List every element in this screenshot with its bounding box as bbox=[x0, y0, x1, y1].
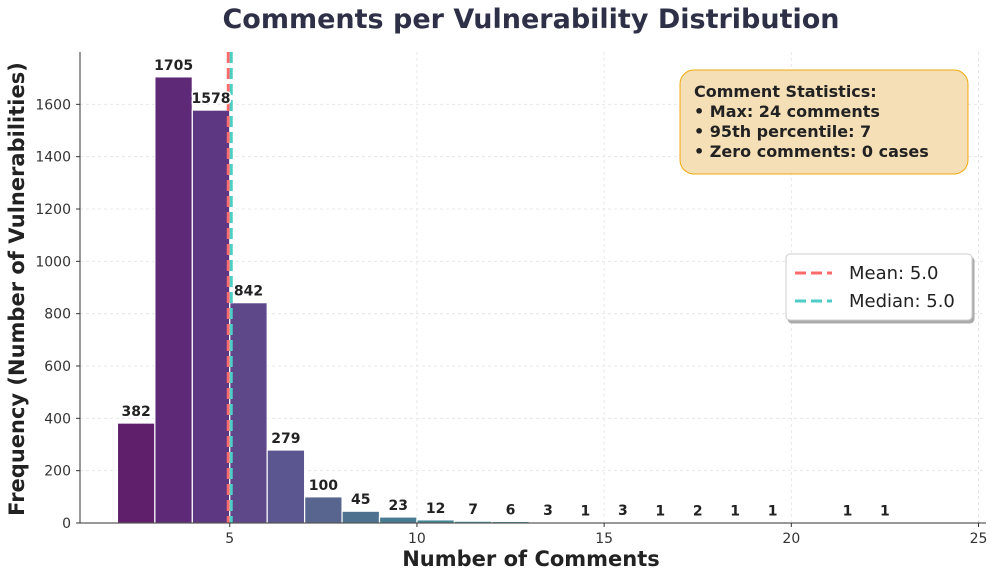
bar-value-label: 1578 bbox=[192, 91, 231, 107]
y-tick-label: 600 bbox=[44, 359, 71, 375]
bar-value-label: 3 bbox=[543, 503, 553, 519]
x-axis-label: Number of Comments bbox=[402, 547, 660, 571]
axes bbox=[79, 52, 986, 524]
histogram-bar bbox=[304, 496, 343, 524]
annotation-line: Comment Statistics: bbox=[694, 82, 877, 101]
bars bbox=[116, 76, 905, 524]
y-tick-label: 1200 bbox=[35, 202, 71, 218]
bar-value-label: 842 bbox=[234, 284, 263, 300]
annotation-line: • 95th percentile: 7 bbox=[694, 122, 871, 141]
chart-title: Comments per Vulnerability Distribution bbox=[222, 4, 839, 35]
bar-value-label: 1705 bbox=[154, 58, 193, 74]
bar-value-label: 1 bbox=[843, 504, 853, 520]
bar-value-label: 279 bbox=[271, 431, 300, 447]
y-tick-label: 200 bbox=[44, 464, 71, 480]
legend-box bbox=[785, 253, 973, 321]
y-tick-label: 1000 bbox=[35, 254, 71, 270]
histogram-bar bbox=[116, 422, 156, 524]
histogram-bar bbox=[191, 109, 231, 524]
x-tick-label: 10 bbox=[408, 531, 426, 547]
x-tick-label: 5 bbox=[225, 531, 234, 547]
y-tick-label: 0 bbox=[62, 516, 71, 532]
y-tick-label: 1600 bbox=[35, 97, 71, 113]
bar-value-label: 7 bbox=[468, 502, 478, 518]
y-tick-label: 400 bbox=[44, 411, 71, 427]
reference-lines bbox=[226, 52, 233, 523]
annotation-line: • Max: 24 comments bbox=[694, 102, 880, 121]
bar-value-label: 382 bbox=[122, 404, 151, 420]
bar-value-label: 100 bbox=[309, 478, 338, 494]
bar-value-label: 1 bbox=[581, 504, 591, 520]
bar-value-label: 1 bbox=[730, 504, 740, 520]
histogram-bar bbox=[378, 516, 418, 524]
bar-value-label: 1 bbox=[655, 504, 665, 520]
bar-value-label: 6 bbox=[506, 502, 516, 518]
x-tick-label: 15 bbox=[595, 531, 613, 547]
legend-median-label: Median: 5.0 bbox=[849, 291, 955, 312]
y-tick-label: 1400 bbox=[35, 150, 71, 166]
annotation-line: • Zero comments: 0 cases bbox=[694, 142, 929, 161]
histogram-bar bbox=[154, 76, 193, 524]
x-tick-label: 25 bbox=[970, 531, 988, 547]
bar-value-label: 23 bbox=[388, 498, 407, 514]
x-tick-label: 20 bbox=[782, 531, 800, 547]
bar-value-label: 2 bbox=[693, 503, 703, 519]
bar-value-label: 3 bbox=[618, 503, 628, 519]
histogram-bar bbox=[341, 510, 381, 524]
tick-labels: 0 200 400 600 800 1000 1200 1400 1600 5 10 15 20 25 bbox=[35, 97, 987, 547]
legend-mean-label: Mean: 5.0 bbox=[849, 263, 938, 284]
statistics-annotation: Comment Statistics: • Max: 24 comments •… bbox=[679, 69, 969, 175]
histogram-bar bbox=[266, 449, 306, 524]
legend: Mean: 5.0 Median: 5.0 bbox=[785, 253, 973, 321]
annotation-background bbox=[679, 69, 969, 175]
y-axis-label: Frequency (Number of Vulnerabilities) bbox=[5, 62, 29, 516]
bar-value-label: 1 bbox=[768, 504, 778, 520]
bar-value-label: 12 bbox=[426, 501, 445, 517]
y-tick-label: 800 bbox=[44, 307, 71, 323]
histogram-bar bbox=[229, 302, 268, 524]
bar-value-label: 45 bbox=[351, 492, 370, 508]
bar-value-label: 1 bbox=[880, 504, 890, 520]
